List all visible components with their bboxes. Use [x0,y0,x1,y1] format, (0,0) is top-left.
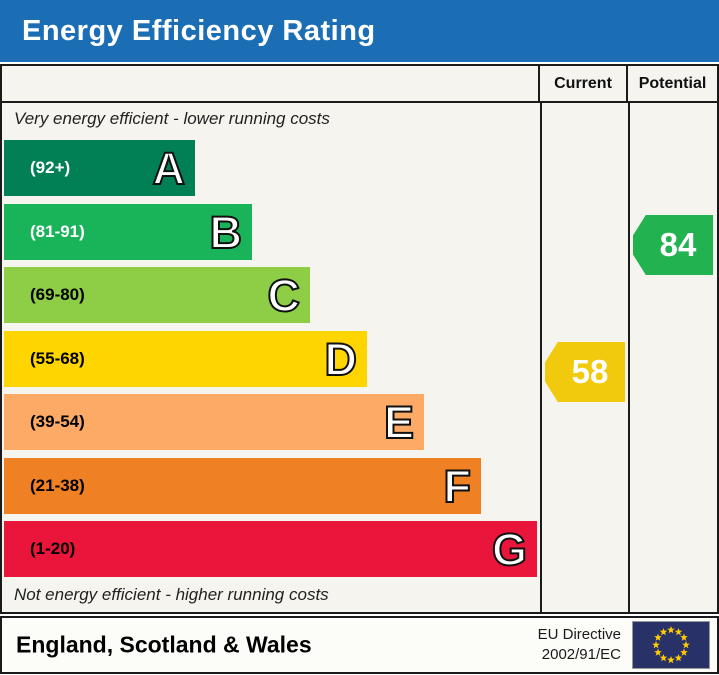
eu-flag-star [674,653,683,662]
eu-flag-star [680,648,688,656]
band-c: (69-80) C [4,267,310,323]
potential-rating-arrow: 84 [633,215,713,275]
page-title: Energy Efficiency Rating [22,14,376,47]
band-range-label: (92+) [30,158,71,177]
band-range-label: (55-68) [30,349,85,368]
band-a: (92+) A [4,140,195,196]
band-g: (1-20) G [4,521,537,577]
eu-flag-star [654,648,662,656]
band-letter: F [443,460,472,512]
eu-flag-star [674,628,683,636]
header-spacer [2,66,540,101]
region-label: England, Scotland & Wales [16,631,312,658]
band-f: (21-38) F [4,458,481,514]
band-range-label: (21-38) [30,476,85,495]
rating-table: Current Potential Very energy efficient … [0,64,719,614]
eu-directive-line2: 2002/91/EC [541,646,621,663]
eu-directive-label: EU Directive 2002/91/EC [538,625,621,666]
title-bar: Energy Efficiency Rating [0,0,719,62]
band-letter: E [383,396,415,448]
band-letter: B [209,206,243,258]
band-range-label: (1-20) [30,539,76,558]
band-d: (55-68) D [4,331,367,387]
current-rating-value: 58 [571,353,609,390]
current-rating-arrow: 58 [545,342,625,402]
eu-flag-star [654,633,662,641]
column-header-potential: Potential [638,74,707,92]
potential-rating-value: 84 [659,226,697,263]
band-range-label: (69-80) [30,285,85,304]
eu-flag-star [659,653,668,662]
bottom-note: Not energy efficient - higher running co… [14,585,329,604]
band-letter: G [491,523,528,575]
band-e: (39-54) E [4,394,424,450]
chart-body: Very energy efficient - lower running co… [2,103,717,612]
column-header-current: Current [540,66,628,101]
top-note: Very energy efficient - lower running co… [14,109,330,128]
eu-flag-star [667,626,675,634]
band-range-label: (81-91) [30,222,85,241]
eu-flag-icon [632,621,710,669]
footer-bar: England, Scotland & Wales EU Directive 2… [0,616,719,674]
eu-flag-star [652,641,660,649]
eu-directive-line1: EU Directive [537,625,621,643]
band-letter: C [267,269,301,321]
band-letter: D [324,333,358,385]
eu-flag-star [659,628,668,636]
band-b: (81-91) B [4,204,252,260]
eu-flag-star [667,656,675,664]
current-column-divider [540,103,542,612]
table-header-row: Current Potential [2,66,717,103]
potential-column-divider [628,103,630,612]
eu-flag-star [680,633,688,641]
eu-flag-star [682,641,690,649]
band-range-label: (39-54) [30,412,85,431]
band-letter: A [152,142,186,194]
